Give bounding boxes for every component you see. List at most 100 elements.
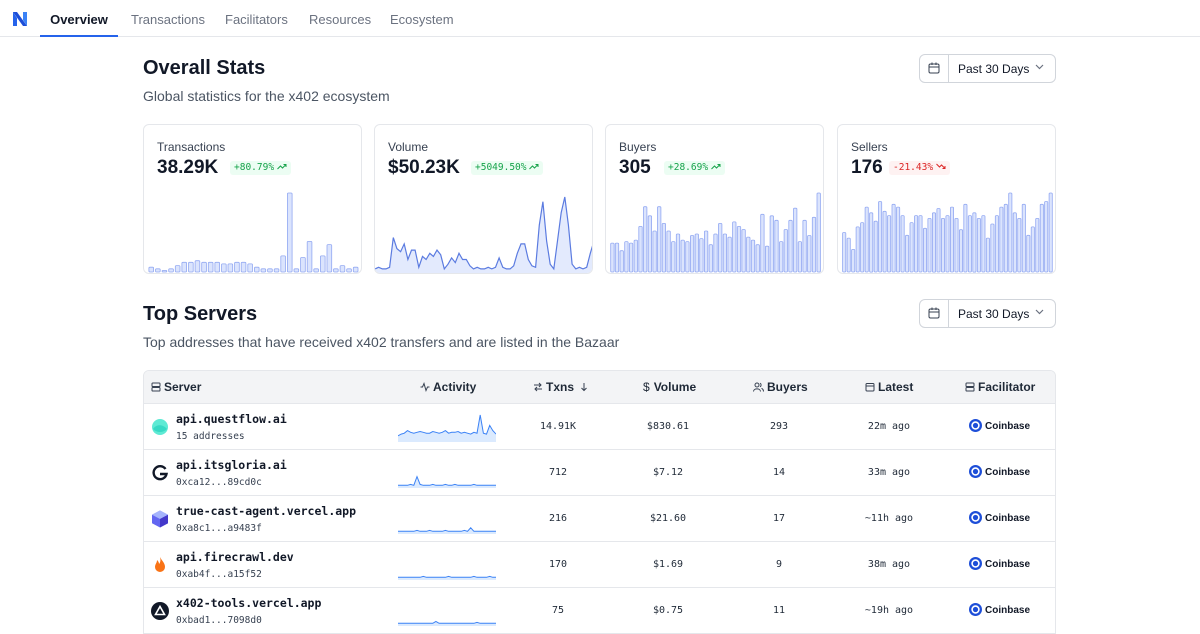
server-name[interactable]: api.firecrawl.dev (176, 550, 294, 564)
facilitator-badge[interactable]: Coinbase (969, 557, 1030, 570)
facilitator-badge[interactable]: Coinbase (969, 603, 1030, 616)
chart-bar (981, 215, 986, 273)
calendar-icon (928, 307, 940, 319)
table-row[interactable]: api.itsgloria.ai 0xca12...89cd0c 712 $7.12 1… (144, 450, 1055, 496)
facilitator-badge[interactable]: Coinbase (969, 511, 1030, 524)
overall-range-select[interactable]: Past 30 Days (919, 54, 1056, 83)
column-facilitator[interactable]: Facilitator (965, 380, 1035, 394)
trend-up-icon (529, 164, 539, 170)
chart-bar (864, 206, 869, 273)
stat-delta-badge: -21.43% (889, 161, 950, 175)
table-row[interactable]: true-cast-agent.vercel.app 0xa8c1...a9483… (144, 496, 1055, 542)
tab-transactions[interactable]: Transactions (131, 12, 205, 27)
stat-chart-transactions (148, 192, 359, 273)
latest-cell: 33m ago (867, 467, 911, 478)
calendar-button[interactable] (920, 300, 949, 327)
tab-ecosystem[interactable]: Ecosystem (390, 12, 454, 27)
stat-card-volume: Volume $50.23K +5049.50% (374, 124, 593, 274)
chart-bar (306, 241, 313, 273)
server-icon (965, 382, 975, 392)
coinbase-logo-icon (969, 603, 982, 616)
gloria-logo-icon (151, 464, 169, 482)
chart-bar (755, 244, 760, 273)
column-server[interactable]: Server (151, 380, 201, 394)
table-row[interactable]: x402-tools.vercel.app 0xbad1...7098d0 75 $0… (144, 588, 1055, 634)
trend-up-icon (276, 164, 287, 170)
chart-bar (661, 223, 667, 273)
sparkline-area (398, 415, 496, 442)
chart-bar (638, 226, 643, 273)
server-address[interactable]: 0xbad1...7098d0 (176, 615, 262, 626)
chart-bar (201, 261, 207, 273)
calendar-button[interactable] (920, 55, 949, 82)
volume-cell: $830.61 (646, 421, 690, 432)
stat-delta-badge: +80.79% (230, 161, 291, 175)
server-address[interactable]: 15 addresses (176, 431, 245, 442)
chart-bar (657, 206, 662, 273)
txns-cell: 712 (548, 467, 568, 478)
chart-bar (1035, 218, 1040, 273)
tab-facilitators[interactable]: Facilitators (225, 12, 288, 27)
column-buyers[interactable]: Buyers (753, 380, 808, 394)
stat-title: Sellers (851, 140, 888, 154)
chart-bar (352, 266, 359, 273)
chart-bar (633, 239, 638, 273)
facilitator-badge[interactable]: Coinbase (969, 465, 1030, 478)
chart-bar (254, 266, 260, 273)
table-row[interactable]: api.questflow.ai 15 addresses 14.91K $830.6… (144, 404, 1055, 450)
server-icon (151, 382, 161, 392)
stat-delta: -21.43% (893, 162, 934, 173)
tab-overview[interactable]: Overview (40, 0, 118, 37)
column-txns[interactable]: Txns (533, 380, 588, 394)
stat-card-transactions: Transactions 38.29K +80.79% (143, 124, 362, 274)
chart-bar (300, 257, 306, 273)
range-label: Past 30 Days (958, 62, 1030, 76)
stat-card-buyers: Buyers 305 +28.69% (605, 124, 824, 274)
chart-bar (671, 241, 676, 273)
chart-bar (990, 223, 995, 273)
server-address[interactable]: 0xa8c1...a9483f (176, 523, 262, 534)
coinbase-logo-icon (969, 511, 982, 524)
server-name[interactable]: api.itsgloria.ai (176, 458, 287, 472)
sparkline-line (398, 575, 496, 578)
column-volume[interactable]: $ Volume (643, 380, 697, 394)
chart-bar (260, 268, 267, 273)
chevron-down-icon (1035, 64, 1044, 70)
chart-bar (227, 263, 234, 273)
sort-desc-icon[interactable] (580, 382, 588, 392)
server-name[interactable]: true-cast-agent.vercel.app (176, 504, 357, 518)
activity-icon (420, 382, 430, 392)
facilitator-badge[interactable]: Coinbase (969, 419, 1030, 432)
tab-resources[interactable]: Resources (309, 12, 372, 27)
chart-bar (614, 242, 620, 273)
table-row[interactable]: api.firecrawl.dev 0xab4f...a15f52 170 $1.69… (144, 542, 1055, 588)
calendar-icon (865, 383, 875, 392)
dollar-icon: $ (643, 380, 650, 394)
chart-bar (685, 241, 690, 273)
chart-bar (927, 218, 932, 273)
chart-bar (704, 230, 709, 273)
server-name[interactable]: x402-tools.vercel.app (176, 596, 322, 610)
chart-bar (797, 241, 802, 273)
chart-bar (247, 263, 253, 273)
x402-logo-icon[interactable] (13, 12, 27, 26)
calendar-icon (928, 62, 940, 74)
chart-bar (161, 270, 168, 273)
chart-bar (963, 203, 968, 273)
stat-title: Volume (388, 140, 429, 154)
chart-bar (887, 215, 892, 273)
top-servers-subtitle: Top addresses that have received x402 tr… (143, 334, 620, 350)
servers-range-select[interactable]: Past 30 Days (919, 299, 1056, 328)
facilitator-name: Coinbase (985, 559, 1031, 570)
column-activity[interactable]: Activity (420, 380, 476, 394)
server-address[interactable]: 0xab4f...a15f52 (176, 569, 262, 580)
chart-bar (221, 263, 227, 273)
chart-bar (750, 239, 756, 273)
chart-bar (914, 215, 919, 273)
txns-cell: 216 (548, 513, 568, 524)
chart-bar (346, 268, 352, 273)
server-name[interactable]: api.questflow.ai (176, 412, 287, 426)
chart-bar (188, 261, 194, 273)
server-address[interactable]: 0xca12...89cd0c (176, 477, 262, 488)
column-latest[interactable]: Latest (865, 380, 913, 394)
